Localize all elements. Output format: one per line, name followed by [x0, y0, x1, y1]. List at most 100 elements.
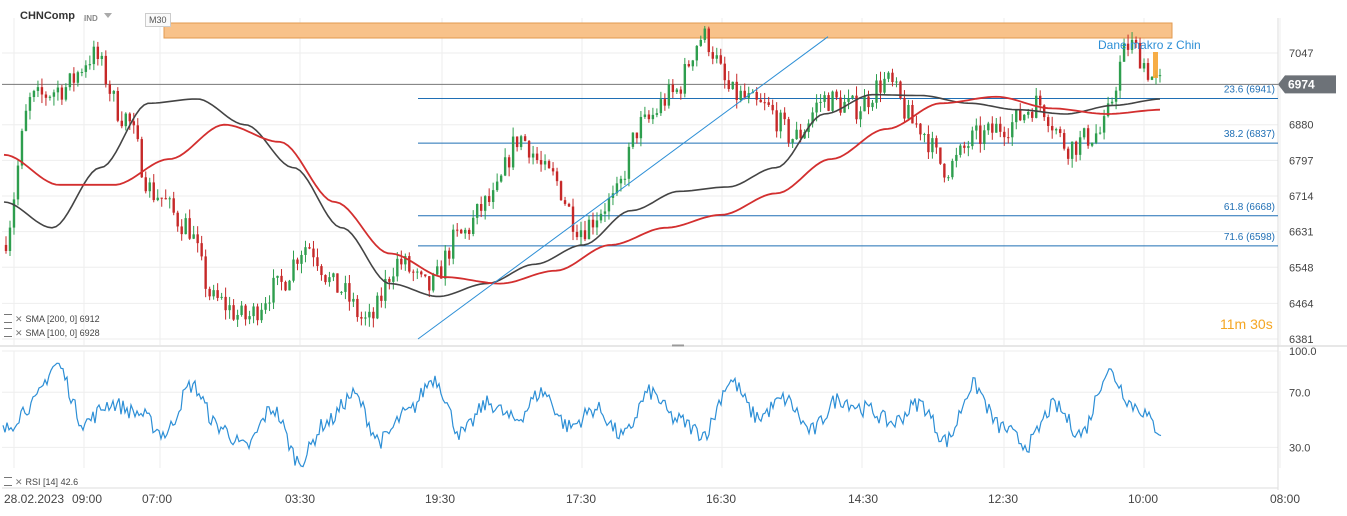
candle-body — [1043, 105, 1046, 118]
candle-body — [88, 64, 92, 66]
candle-body — [651, 114, 655, 120]
candle-body — [955, 154, 958, 161]
candle-body — [715, 55, 718, 59]
candle-body — [815, 102, 818, 113]
candle-body — [212, 290, 215, 297]
candle-body — [428, 276, 431, 291]
candle-body — [999, 123, 1002, 132]
candle-body — [767, 102, 770, 105]
candle-body — [515, 136, 519, 148]
sma200-legend[interactable]: ✕ SMA [200, 0] 6912 — [4, 313, 100, 325]
candle-body — [851, 95, 854, 99]
candle-body — [899, 81, 902, 98]
candle-body — [967, 146, 970, 148]
candle-body — [108, 84, 112, 94]
candle-body — [232, 305, 235, 320]
candle-body — [743, 90, 746, 98]
candle-body — [1126, 43, 1130, 50]
candle-body — [831, 91, 834, 111]
candle-body — [140, 139, 143, 178]
candle-body — [543, 161, 547, 165]
settings-icon[interactable] — [4, 328, 12, 337]
close-icon[interactable]: ✕ — [15, 477, 23, 487]
close-icon[interactable]: ✕ — [15, 314, 23, 324]
price-tick-label: 6381 — [1289, 334, 1313, 346]
candle-body — [799, 129, 802, 139]
candle-body — [240, 305, 243, 315]
time-tick-label: 16:30 — [706, 492, 736, 506]
live-candle — [1153, 52, 1158, 78]
candle-body — [160, 197, 163, 199]
candle-body — [783, 112, 786, 120]
symbol-label[interactable]: CHNComp — [20, 10, 75, 22]
candle-body — [164, 198, 167, 200]
timeframe-selector[interactable]: M30 — [145, 13, 171, 27]
price-axis: 7047 6880 6797 6714 6631 6548 6464 6381 — [1289, 48, 1313, 346]
candle-body — [48, 96, 52, 98]
settings-icon[interactable] — [4, 477, 12, 486]
candle-body — [559, 181, 563, 201]
candle-body — [683, 64, 687, 94]
candle-body — [1114, 90, 1118, 102]
candle-body — [631, 132, 635, 147]
candle-body — [795, 129, 798, 140]
candle-body — [579, 230, 583, 238]
settings-icon[interactable] — [4, 314, 12, 323]
symbol-dropdown-icon[interactable] — [104, 13, 112, 18]
candle-body — [276, 275, 279, 278]
candle-body — [72, 73, 76, 83]
resistance-zone — [163, 22, 1173, 39]
candle-body — [887, 72, 890, 79]
candle-body — [755, 92, 758, 100]
candle-body — [1158, 75, 1162, 77]
candle-body — [1106, 103, 1110, 117]
candle-body — [352, 298, 355, 302]
candle-body — [1090, 142, 1094, 146]
rsi-legend-label: RSI [14] — [25, 477, 59, 487]
candle-body — [879, 80, 882, 93]
candle-body — [1046, 117, 1050, 126]
candle-body — [112, 90, 116, 94]
candle-body — [687, 64, 691, 67]
candle-body — [392, 276, 395, 282]
candle-body — [1019, 109, 1022, 121]
candle-body — [599, 213, 603, 221]
candle-body — [80, 71, 84, 73]
price-tick-label: 6548 — [1289, 262, 1313, 274]
price-tag-value: 6974 — [1288, 77, 1315, 91]
candle-body — [8, 227, 12, 251]
candle-body — [156, 197, 159, 201]
candle-body — [224, 296, 227, 311]
candle-body — [971, 130, 974, 147]
candle-body — [719, 55, 722, 64]
candle-body — [803, 132, 806, 139]
rsi-tick-label: 70.0 — [1289, 387, 1310, 399]
sma100-legend[interactable]: ✕ SMA [100, 0] 6928 — [4, 327, 100, 339]
candle-body — [827, 95, 830, 111]
candle-body — [895, 81, 898, 83]
candle-body — [479, 203, 483, 211]
rsi-legend[interactable]: ✕ RSI [14] 42.6 — [4, 476, 78, 488]
candle-body — [436, 266, 439, 275]
close-icon[interactable]: ✕ — [15, 328, 23, 338]
candle-body — [671, 84, 675, 93]
candle-body — [487, 196, 491, 203]
candle-body — [943, 163, 946, 178]
candle-body — [1070, 141, 1074, 159]
candle-body — [1015, 109, 1018, 123]
candle-body — [1102, 116, 1106, 133]
candle-body — [216, 290, 219, 298]
candle-body — [412, 271, 415, 273]
candle-body — [1138, 42, 1142, 69]
candle-body — [555, 171, 559, 182]
current-price-tag: 6974 — [1278, 75, 1336, 94]
candle-body — [464, 229, 467, 234]
candle-body — [312, 248, 315, 258]
candle-body — [1054, 129, 1058, 131]
candle-body — [120, 120, 123, 127]
price-tick-label: 6464 — [1289, 298, 1313, 310]
price-tick-label: 6797 — [1289, 155, 1313, 167]
candle-body — [1094, 133, 1098, 143]
candle-body — [867, 96, 870, 108]
